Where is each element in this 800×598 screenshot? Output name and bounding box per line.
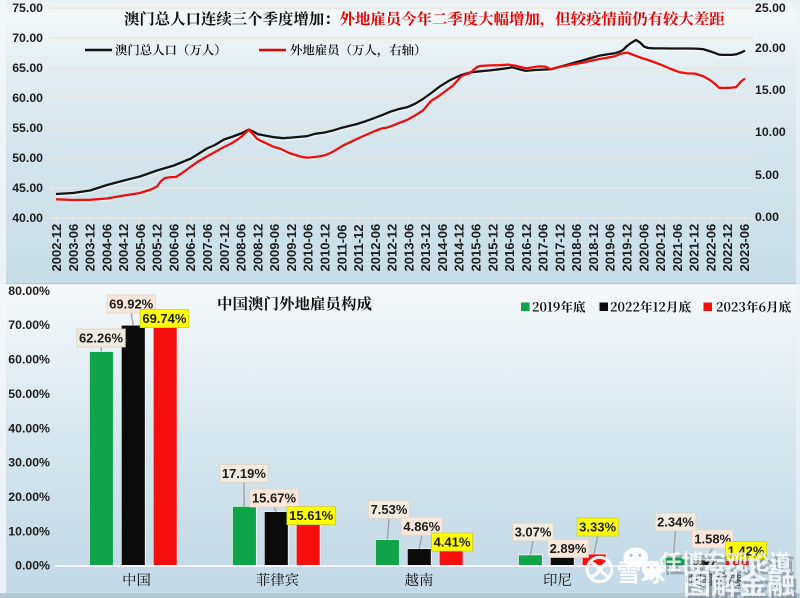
svg-text:2011-06: 2011-06 — [334, 225, 349, 272]
svg-text:2015-06: 2015-06 — [469, 224, 484, 272]
svg-text:2004-12: 2004-12 — [116, 224, 131, 272]
svg-text:2005-12: 2005-12 — [150, 224, 165, 272]
svg-text:2019-12: 2019-12 — [620, 224, 635, 272]
svg-text:2013-06: 2013-06 — [401, 224, 416, 272]
svg-text:2008-12: 2008-12 — [250, 224, 265, 272]
svg-text:2011-12: 2011-12 — [351, 225, 366, 272]
svg-text:62.26%: 62.26% — [79, 331, 124, 346]
svg-text:2002-12: 2002-12 — [49, 224, 64, 272]
svg-text:2022-06: 2022-06 — [703, 224, 718, 272]
svg-text:2004-06: 2004-06 — [99, 224, 114, 272]
svg-text:30.00%: 30.00% — [8, 456, 50, 470]
svg-text:2.89%: 2.89% — [550, 541, 587, 556]
svg-text:2021-12: 2021-12 — [687, 224, 702, 272]
svg-text:15.00: 15.00 — [755, 83, 786, 97]
svg-text:60.00: 60.00 — [12, 91, 43, 105]
svg-text:70.00: 70.00 — [12, 31, 43, 45]
svg-text:2020-12: 2020-12 — [653, 224, 668, 272]
svg-text:2012-06: 2012-06 — [368, 224, 383, 272]
svg-text:20.00: 20.00 — [755, 41, 786, 55]
svg-text:10.00%: 10.00% — [8, 524, 50, 538]
svg-text:5.00: 5.00 — [755, 168, 779, 182]
svg-text:15.67%: 15.67% — [252, 491, 297, 506]
svg-text:2003-06: 2003-06 — [66, 224, 81, 272]
svg-text:60.00%: 60.00% — [8, 353, 50, 367]
svg-text:69.74%: 69.74% — [142, 311, 187, 326]
svg-text:2017-06: 2017-06 — [536, 224, 551, 272]
svg-text:75.00: 75.00 — [12, 1, 43, 15]
svg-text:2007-12: 2007-12 — [217, 224, 232, 272]
svg-text:2006-06: 2006-06 — [167, 224, 182, 272]
svg-text:15.61%: 15.61% — [289, 508, 334, 523]
svg-text:2015-12: 2015-12 — [485, 224, 500, 272]
svg-text:2008-06: 2008-06 — [234, 224, 249, 272]
svg-text:2010-12: 2010-12 — [318, 224, 333, 272]
svg-text:50.00%: 50.00% — [8, 387, 50, 401]
svg-text:2020-06: 2020-06 — [636, 224, 651, 272]
svg-text:80.00%: 80.00% — [8, 284, 50, 298]
svg-text:0.00%: 0.00% — [15, 559, 50, 573]
svg-text:2009-06: 2009-06 — [267, 224, 282, 272]
svg-text:2009-12: 2009-12 — [284, 224, 299, 272]
svg-text:1.58%: 1.58% — [694, 532, 731, 547]
svg-text:2016-06: 2016-06 — [502, 224, 517, 272]
svg-text:20.00%: 20.00% — [8, 490, 50, 504]
svg-text:2012-12: 2012-12 — [385, 224, 400, 272]
svg-text:3.33%: 3.33% — [579, 520, 616, 535]
svg-text:3.07%: 3.07% — [515, 525, 552, 540]
svg-text:10.00: 10.00 — [755, 125, 786, 139]
svg-text:2017-12: 2017-12 — [552, 224, 567, 272]
svg-text:69.92%: 69.92% — [109, 297, 154, 312]
svg-text:40.00: 40.00 — [12, 211, 43, 225]
svg-text:45.00: 45.00 — [12, 181, 43, 195]
svg-text:2018-12: 2018-12 — [586, 224, 601, 272]
svg-text:4.41%: 4.41% — [434, 535, 471, 550]
svg-text:50.00: 50.00 — [12, 151, 43, 165]
svg-text:2019-06: 2019-06 — [603, 224, 618, 272]
svg-text:2.34%: 2.34% — [657, 515, 694, 530]
svg-text:2010-06: 2010-06 — [301, 224, 316, 272]
svg-text:2005-06: 2005-06 — [133, 224, 148, 272]
svg-text:2023-06: 2023-06 — [737, 224, 752, 272]
svg-text:25.00: 25.00 — [755, 1, 786, 15]
svg-text:2016-12: 2016-12 — [519, 224, 534, 272]
svg-text:2022-12: 2022-12 — [720, 224, 735, 272]
svg-text:2007-06: 2007-06 — [200, 224, 215, 272]
svg-text:2018-06: 2018-06 — [569, 224, 584, 272]
svg-text:2014-06: 2014-06 — [435, 224, 450, 272]
svg-text:2006-12: 2006-12 — [183, 224, 198, 272]
svg-text:0.00: 0.00 — [755, 210, 779, 224]
svg-text:2003-12: 2003-12 — [83, 224, 98, 272]
svg-text:40.00%: 40.00% — [8, 421, 50, 435]
svg-text:2014-12: 2014-12 — [452, 224, 467, 272]
svg-text:7.53%: 7.53% — [371, 502, 408, 517]
svg-text:70.00%: 70.00% — [8, 318, 50, 332]
svg-text:17.19%: 17.19% — [222, 466, 267, 481]
svg-text:2021-06: 2021-06 — [670, 224, 685, 272]
svg-text:4.86%: 4.86% — [403, 519, 440, 534]
svg-text:55.00: 55.00 — [12, 121, 43, 135]
svg-text:65.00: 65.00 — [12, 61, 43, 75]
svg-text:2013-12: 2013-12 — [418, 224, 433, 272]
